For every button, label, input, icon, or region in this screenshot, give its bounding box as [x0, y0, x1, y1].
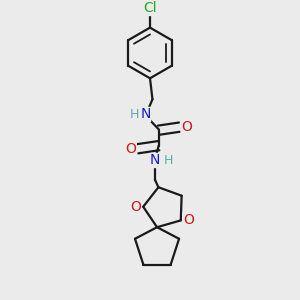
Text: H: H	[164, 154, 173, 167]
Text: O: O	[125, 142, 136, 156]
Text: N: N	[150, 154, 160, 167]
Text: O: O	[130, 200, 141, 214]
Text: H: H	[130, 108, 140, 121]
Text: Cl: Cl	[143, 2, 157, 16]
Text: O: O	[183, 213, 194, 227]
Text: N: N	[140, 107, 151, 122]
Text: O: O	[181, 120, 192, 134]
